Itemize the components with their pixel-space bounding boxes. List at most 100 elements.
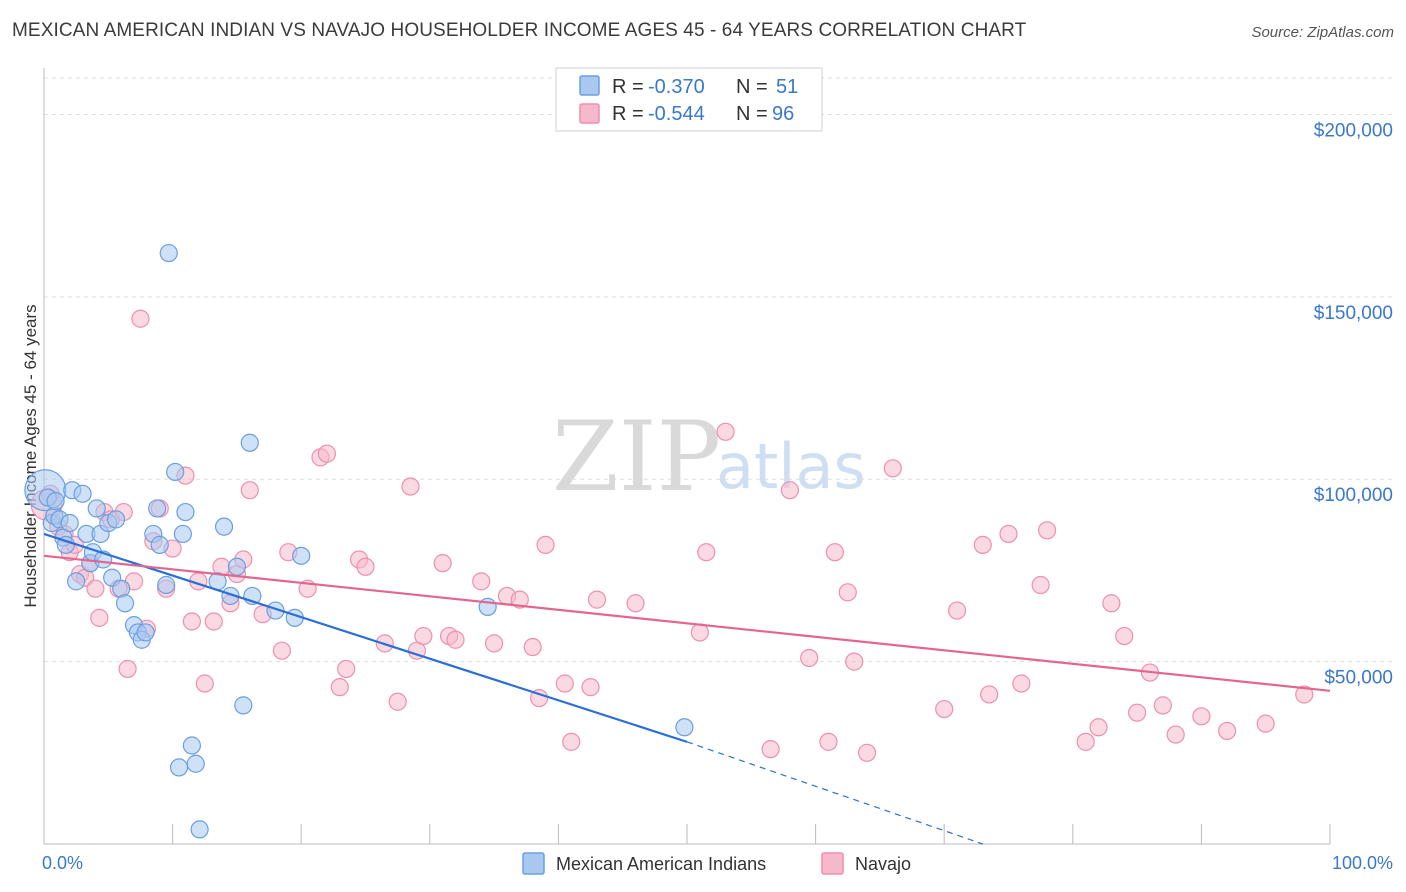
pink-point-55 <box>510 590 529 609</box>
pink-point-10 <box>86 579 105 598</box>
legend-r-value-2: -0.544 <box>648 103 705 125</box>
pink-point-64 <box>690 623 709 642</box>
pink-point-49 <box>433 554 452 573</box>
pink-point-76 <box>935 699 954 719</box>
x-tick-label-end: 100.0% <box>1332 853 1393 873</box>
blue-point-33 <box>169 758 189 777</box>
y-tick-label-2: $150,000 <box>1314 303 1393 324</box>
legend-swatch-pink <box>579 103 600 124</box>
blue-point-42 <box>240 433 259 452</box>
pink-point-60 <box>562 732 581 751</box>
blue-point-47 <box>46 492 65 511</box>
y-tick-label-3: $200,000 <box>1314 120 1393 141</box>
legend-n-label-1: N = <box>736 76 768 98</box>
blue-point-40 <box>227 557 246 576</box>
blue-point-35 <box>186 754 205 773</box>
pink-point-39 <box>317 444 337 463</box>
blue-point-34 <box>182 736 201 755</box>
pink-point-43 <box>356 557 375 576</box>
pink-point-74 <box>857 743 877 762</box>
legend-swatch-blue <box>579 75 600 96</box>
pink-point-77 <box>947 601 967 620</box>
watermark-zip: ZIP <box>552 401 721 513</box>
pink-point-85 <box>1089 718 1108 737</box>
pink-point-27 <box>195 674 214 693</box>
legend-box <box>555 67 823 132</box>
pink-point-59 <box>555 674 574 693</box>
blue-point-18 <box>106 510 126 529</box>
pink-point-70 <box>819 732 838 751</box>
blue-point-41 <box>234 696 253 715</box>
pink-point-92 <box>1192 707 1211 726</box>
pink-point-35 <box>272 641 292 660</box>
series-legend-label-pink: Navajo <box>855 854 911 874</box>
pink-point-94 <box>1256 714 1275 733</box>
pink-point-79 <box>980 685 999 704</box>
blue-point-6 <box>60 513 79 533</box>
blue-point-24 <box>136 623 155 642</box>
blue-point-29 <box>159 243 178 263</box>
pink-point-88 <box>1127 703 1147 722</box>
pink-point-62 <box>587 590 607 609</box>
pink-point-66 <box>716 422 735 441</box>
blue-point-32 <box>176 502 195 522</box>
pink-point-73 <box>845 652 864 671</box>
pink-point-71 <box>825 543 844 562</box>
blue-trend-extension <box>686 741 983 845</box>
pink-point-80 <box>999 524 1018 544</box>
pink-point-81 <box>1012 674 1031 693</box>
y-tick-labels: $50,000 $100,000 $150,000 $200,000 <box>1314 120 1393 688</box>
blue-point-50 <box>675 718 694 737</box>
pink-point-53 <box>485 634 504 653</box>
source-credit: Source: ZipAtlas.com <box>1251 24 1394 41</box>
y-axis-title: Householder Income Ages 45 - 64 years <box>21 304 40 607</box>
pink-point-40 <box>330 678 349 697</box>
pink-point-90 <box>1153 696 1172 715</box>
pink-point-41 <box>337 659 356 679</box>
legend-n-label-2: N = <box>736 103 768 125</box>
pink-point-57 <box>530 688 549 708</box>
mexican-american-indians-points <box>24 243 694 839</box>
blue-point-20 <box>115 594 135 613</box>
y-tick-label-1: $100,000 <box>1314 485 1393 506</box>
pink-point-33 <box>240 481 259 500</box>
pink-point-91 <box>1166 725 1185 744</box>
legend-r-label-2: R = <box>612 103 644 125</box>
blue-point-38 <box>214 517 234 536</box>
blue-point-36 <box>190 820 209 839</box>
blue-point-9 <box>73 484 92 503</box>
legend-n-value-2: 96 <box>772 103 794 125</box>
pink-point-16 <box>118 659 137 679</box>
blue-point-13 <box>87 499 106 518</box>
pink-point-75 <box>883 459 902 478</box>
pink-point-93 <box>1218 721 1237 741</box>
pink-point-56 <box>523 637 542 657</box>
pink-point-28 <box>204 612 223 631</box>
pink-point-82 <box>1031 575 1050 595</box>
pink-point-78 <box>973 535 992 554</box>
chart-title: MEXICAN AMERICAN INDIAN VS NAVAJO HOUSEH… <box>12 20 1027 41</box>
axes <box>43 68 1331 845</box>
series-legend-swatch-blue <box>522 852 545 875</box>
pink-point-46 <box>401 477 420 496</box>
pink-trend-line <box>43 554 1331 692</box>
legend-r-value-1: -0.370 <box>648 76 705 98</box>
gridlines <box>44 77 1394 663</box>
pink-point-72 <box>838 583 857 602</box>
pink-point-63 <box>626 594 645 613</box>
x-tick-label-start: 0.0% <box>42 853 83 873</box>
blue-point-30 <box>166 462 185 482</box>
legend-r-label-1: R = <box>612 76 644 98</box>
blue-point-8 <box>67 572 86 591</box>
blue-trend-line <box>43 532 688 743</box>
pink-point-45 <box>388 692 407 711</box>
blue-point-27 <box>148 499 167 518</box>
pink-point-61 <box>581 678 600 697</box>
blue-point-46 <box>292 546 311 565</box>
pink-point-84 <box>1076 732 1095 751</box>
pink-point-18 <box>131 309 150 328</box>
trend-lines <box>43 532 1331 845</box>
pink-point-95 <box>1295 685 1314 704</box>
blue-point-28 <box>157 575 176 595</box>
pink-point-58 <box>536 535 555 554</box>
